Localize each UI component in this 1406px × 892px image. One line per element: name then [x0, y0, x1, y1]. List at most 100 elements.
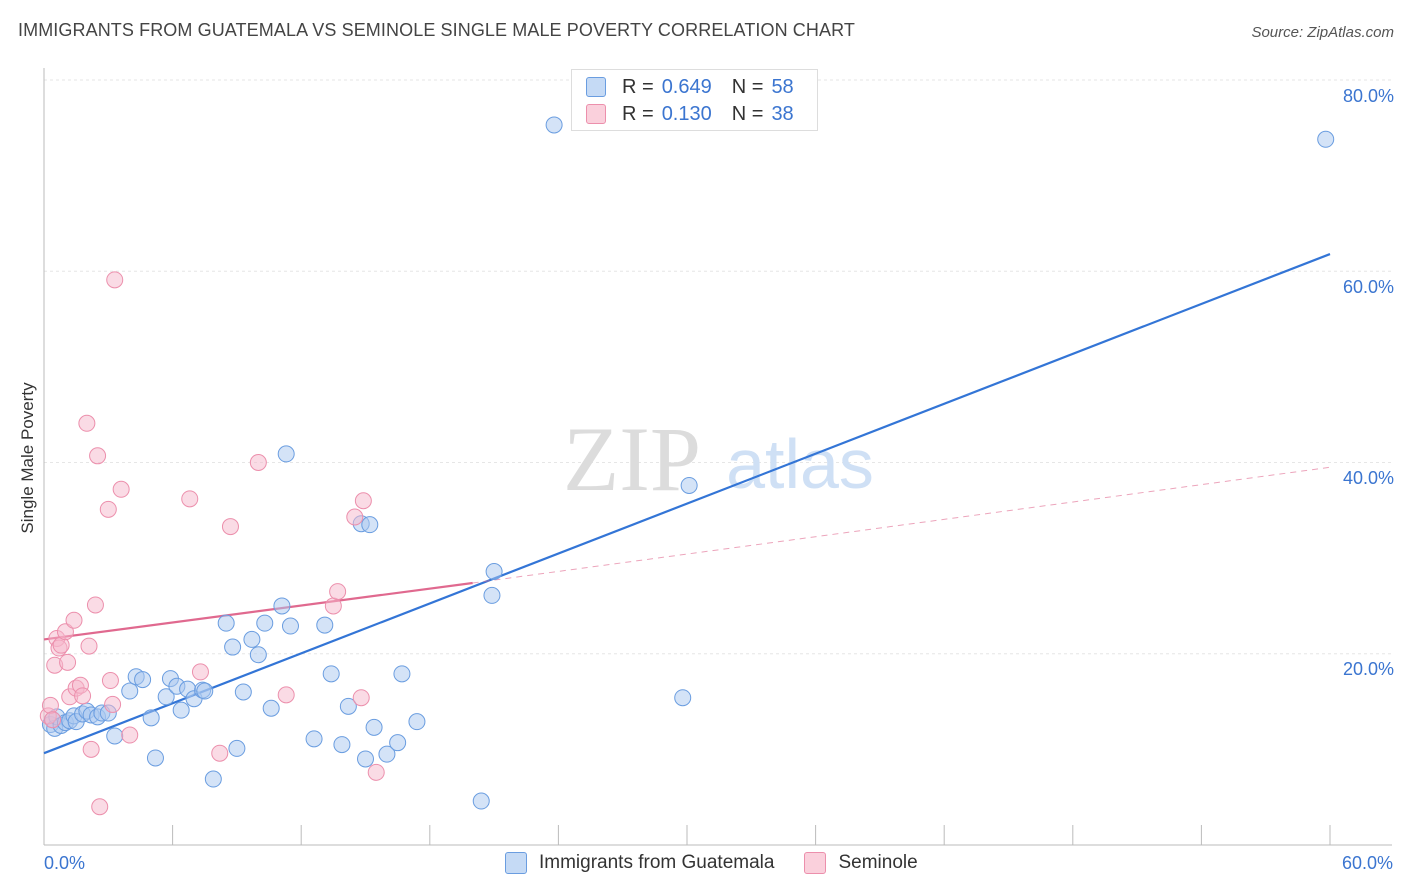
seminole-point — [80, 637, 98, 655]
correlation-legend: R = 0.649 N = 58 R = 0.130 N = 38 — [571, 69, 818, 131]
y-tick-label: 80.0% — [1342, 86, 1394, 106]
legend-swatch-blue — [586, 77, 606, 97]
seminole-point — [346, 508, 364, 526]
x-tick-label: 0.0% — [44, 853, 86, 873]
seminole-point — [74, 687, 92, 705]
guatemala-point — [361, 516, 379, 534]
seminole-point — [89, 447, 107, 465]
guatemala-point — [277, 445, 295, 463]
legend-r-value: 0.130 — [661, 102, 712, 125]
seminole-point — [121, 726, 139, 744]
seminole-point — [82, 740, 100, 758]
trend-lines — [43, 253, 1331, 755]
seminole-point — [78, 414, 96, 432]
data-points — [39, 116, 1335, 816]
x-tick-label: 60.0% — [1341, 853, 1393, 873]
legend-swatch-pink — [804, 852, 827, 874]
legend-n-value: 58 — [771, 75, 794, 98]
legend-r-value: 0.649 — [661, 75, 712, 98]
legend-label: Seminole — [838, 852, 918, 873]
legend-row-guatemala: R = 0.649 N = 58 — [586, 75, 794, 99]
guatemala-point — [172, 701, 190, 719]
seminole-point — [354, 492, 372, 510]
watermark-zip: ZIP — [563, 408, 701, 510]
seminole-point — [367, 763, 385, 781]
seminole-point — [106, 271, 124, 289]
guatemala-point — [483, 586, 501, 604]
y-tick-label: 60.0% — [1342, 277, 1394, 297]
legend-n-value: 38 — [771, 102, 794, 125]
trend-line — [43, 253, 1331, 755]
seminole-point — [86, 596, 104, 614]
chart-source: Source: ZipAtlas.com — [1251, 24, 1394, 41]
legend-n-label: N = — [731, 102, 764, 125]
guatemala-point — [393, 665, 411, 683]
seminole-point — [59, 653, 77, 671]
guatemala-point — [204, 770, 222, 788]
guatemala-point — [305, 730, 323, 748]
guatemala-point — [333, 736, 351, 754]
watermark-atlas: atlas — [726, 425, 874, 503]
trend-line — [43, 581, 473, 641]
legend-n-label: N = — [731, 75, 764, 98]
seminole-point — [101, 672, 119, 690]
seminole-point — [41, 696, 59, 714]
legend-swatch-blue — [505, 852, 527, 874]
guatemala-point — [146, 749, 164, 767]
series-legend: Immigrants from Guatemala Seminole — [505, 852, 948, 874]
guatemala-point — [339, 697, 357, 715]
legend-r-label: R = — [622, 75, 654, 98]
guatemala-point — [378, 745, 396, 763]
guatemala-point — [357, 750, 374, 768]
chart-title: IMMIGRANTS FROM GUATEMALA VS SEMINOLE SI… — [18, 20, 855, 40]
seminole-point — [191, 663, 209, 681]
guatemala-point — [106, 727, 124, 745]
guatemala-point — [234, 683, 252, 701]
y-tick-label: 20.0% — [1342, 659, 1394, 679]
guatemala-point — [408, 713, 426, 731]
legend-item-guatemala: Immigrants from Guatemala — [505, 852, 774, 874]
guatemala-point — [157, 688, 175, 706]
legend-item-seminole: Seminole — [804, 852, 918, 874]
guatemala-point — [262, 699, 280, 717]
guatemala-point — [273, 597, 291, 615]
axes — [43, 68, 1392, 846]
watermark: ZIP atlas — [563, 408, 874, 510]
seminole-point — [112, 480, 130, 498]
guatemala-point — [389, 734, 407, 752]
seminole-point — [99, 500, 117, 518]
legend-label: Immigrants from Guatemala — [539, 852, 775, 873]
seminole-point — [181, 490, 199, 508]
seminole-point — [211, 744, 229, 762]
guatemala-point — [322, 665, 340, 683]
seminole-point — [56, 623, 74, 641]
guatemala-point — [134, 671, 152, 689]
guatemala-point — [228, 739, 246, 757]
seminole-point — [249, 454, 267, 471]
guatemala-point — [674, 689, 692, 707]
trend-line-extension — [472, 466, 1331, 584]
guatemala-point — [472, 792, 490, 810]
guatemala-point — [485, 563, 503, 581]
seminole-point — [65, 611, 83, 629]
guatemala-point — [256, 614, 274, 632]
legend-row-seminole: R = 0.130 N = 38 — [586, 102, 794, 126]
guatemala-point — [545, 116, 563, 134]
seminole-point — [44, 711, 62, 729]
guatemala-point — [1317, 130, 1335, 148]
guatemala-point — [224, 638, 242, 656]
seminole-point — [104, 695, 122, 713]
y-tick-label: 40.0% — [1342, 468, 1394, 488]
seminole-point — [221, 518, 239, 536]
guatemala-point — [365, 718, 383, 736]
guatemala-point — [281, 617, 299, 635]
guatemala-point — [316, 616, 334, 634]
legend-r-label: R = — [622, 102, 654, 125]
seminole-point — [352, 689, 370, 707]
guatemala-point — [142, 709, 160, 727]
guatemala-point — [243, 630, 261, 648]
guatemala-point — [217, 614, 235, 632]
guatemala-point — [121, 682, 139, 700]
grid-lines — [44, 79, 1392, 655]
